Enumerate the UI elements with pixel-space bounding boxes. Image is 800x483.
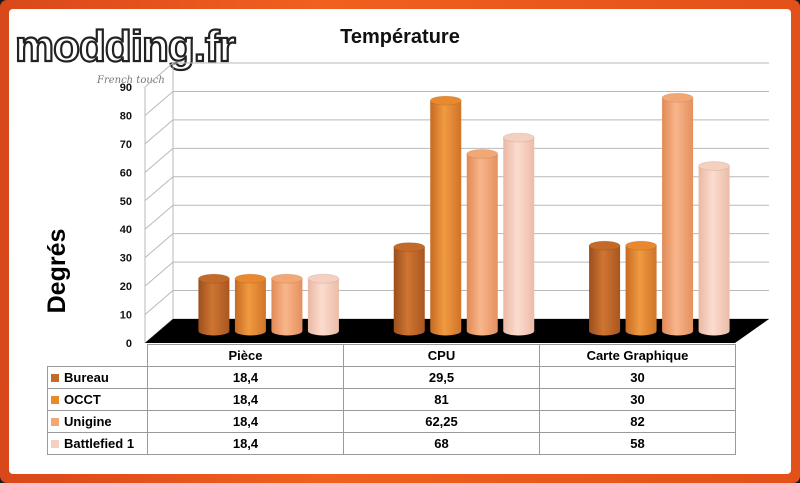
chart-panel: modding.fr French touch Température Degr… xyxy=(9,9,791,474)
bar xyxy=(429,95,462,336)
y-tick-label: 30 xyxy=(120,253,132,265)
y-tick-label: 60 xyxy=(120,167,132,179)
bar-top xyxy=(588,240,621,251)
bar-body xyxy=(393,247,425,336)
table-cell: 58 xyxy=(539,432,736,455)
bar-body xyxy=(430,100,462,336)
bar-top xyxy=(625,240,658,251)
bar-top xyxy=(698,161,731,172)
legend-entry: Unigine xyxy=(47,410,148,433)
gridline-side xyxy=(144,204,174,230)
table-cell: 81 xyxy=(343,388,540,411)
bar-top xyxy=(270,273,303,284)
legend-entry: Battlefied 1 xyxy=(47,432,148,455)
y-tick-label: 10 xyxy=(120,310,132,322)
legend-swatch-occt xyxy=(51,396,59,404)
bar xyxy=(307,273,340,336)
table-header-row: Pièce CPU Carte Graphique xyxy=(47,344,736,367)
bar-body xyxy=(271,278,303,336)
bar xyxy=(502,132,535,336)
bar-body xyxy=(466,153,498,336)
bar-body xyxy=(198,278,230,336)
gridline-side xyxy=(144,119,174,145)
y-tick-label: 90 xyxy=(120,82,132,94)
bar-top xyxy=(307,273,340,284)
table-row: Unigine 18,4 62,25 82 xyxy=(47,410,736,433)
bar xyxy=(234,273,267,336)
bar-top xyxy=(466,148,499,159)
bar-top xyxy=(661,92,694,103)
table-header-cell: Pièce xyxy=(147,344,344,367)
table-cell: 62,25 xyxy=(343,410,540,433)
chart-title: Température xyxy=(340,26,460,48)
table-cell: 18,4 xyxy=(147,432,344,455)
bar xyxy=(698,161,731,336)
table-cell: 18,4 xyxy=(147,410,344,433)
table-cell: 30 xyxy=(539,388,736,411)
legend-swatch-bureau xyxy=(51,374,59,382)
bar-body xyxy=(589,245,621,336)
bar-top xyxy=(197,273,230,284)
bar-top xyxy=(502,132,535,143)
legend-label: Battlefied 1 xyxy=(64,436,135,451)
gridline-side xyxy=(144,176,174,202)
table-corner xyxy=(47,344,148,367)
bar xyxy=(625,240,658,336)
table-row: Battlefied 1 18,4 68 58 xyxy=(47,432,736,455)
y-tick-label: 80 xyxy=(120,110,132,122)
bar-body xyxy=(625,245,657,336)
svg-text:French touch: French touch xyxy=(96,75,165,86)
bar xyxy=(661,92,694,336)
table-header-cell: Carte Graphique xyxy=(539,344,736,367)
y-tick-label: 70 xyxy=(120,139,132,151)
bar-top xyxy=(393,242,426,253)
y-tick-label: 50 xyxy=(120,196,132,208)
gridline-side xyxy=(144,261,174,287)
gridline-side xyxy=(144,290,174,315)
bar-body xyxy=(698,166,730,336)
bar xyxy=(393,242,426,336)
bar-body xyxy=(307,278,339,336)
gridline-side xyxy=(144,62,174,88)
bar-chart-3d: 0 10 20 30 40 50 60 70 80 90 xyxy=(120,62,769,350)
y-tick-label: 0 xyxy=(126,338,132,350)
bar xyxy=(588,240,621,336)
legend-entry: Bureau xyxy=(47,366,148,389)
table-row: Bureau 18,4 29,5 30 xyxy=(47,366,736,389)
gridline-side xyxy=(144,233,174,259)
gridline-side xyxy=(144,147,174,173)
table-cell: 30 xyxy=(539,366,736,389)
table-header-cell: CPU xyxy=(343,344,540,367)
bar-top xyxy=(234,273,267,284)
table-cell: 18,4 xyxy=(147,366,344,389)
svg-text:modding.fr: modding.fr xyxy=(15,22,236,71)
legend-label: Bureau xyxy=(64,370,109,385)
data-table: Pièce CPU Carte Graphique Bureau 18,4 29… xyxy=(47,344,736,455)
bar xyxy=(197,273,230,336)
bar xyxy=(466,148,499,336)
bar-body xyxy=(234,278,266,336)
y-tick-label: 20 xyxy=(120,281,132,293)
table-row: OCCT 18,4 81 30 xyxy=(47,388,736,411)
gridline-side xyxy=(144,91,174,116)
table-cell: 18,4 xyxy=(147,388,344,411)
legend-entry: OCCT xyxy=(47,388,148,411)
y-tick-label: 40 xyxy=(120,224,132,236)
table-cell: 29,5 xyxy=(343,366,540,389)
legend-label: OCCT xyxy=(64,392,101,407)
bar-body xyxy=(503,137,535,336)
table-cell: 68 xyxy=(343,432,540,455)
bar-top xyxy=(429,95,462,106)
table-cell: 82 xyxy=(539,410,736,433)
bar xyxy=(270,273,303,336)
legend-label: Unigine xyxy=(64,414,112,429)
legend-swatch-unigine xyxy=(51,418,59,426)
modding-logo: modding.fr French touch xyxy=(14,21,238,86)
bar-body xyxy=(662,97,694,336)
legend-swatch-battlefield xyxy=(51,440,59,448)
